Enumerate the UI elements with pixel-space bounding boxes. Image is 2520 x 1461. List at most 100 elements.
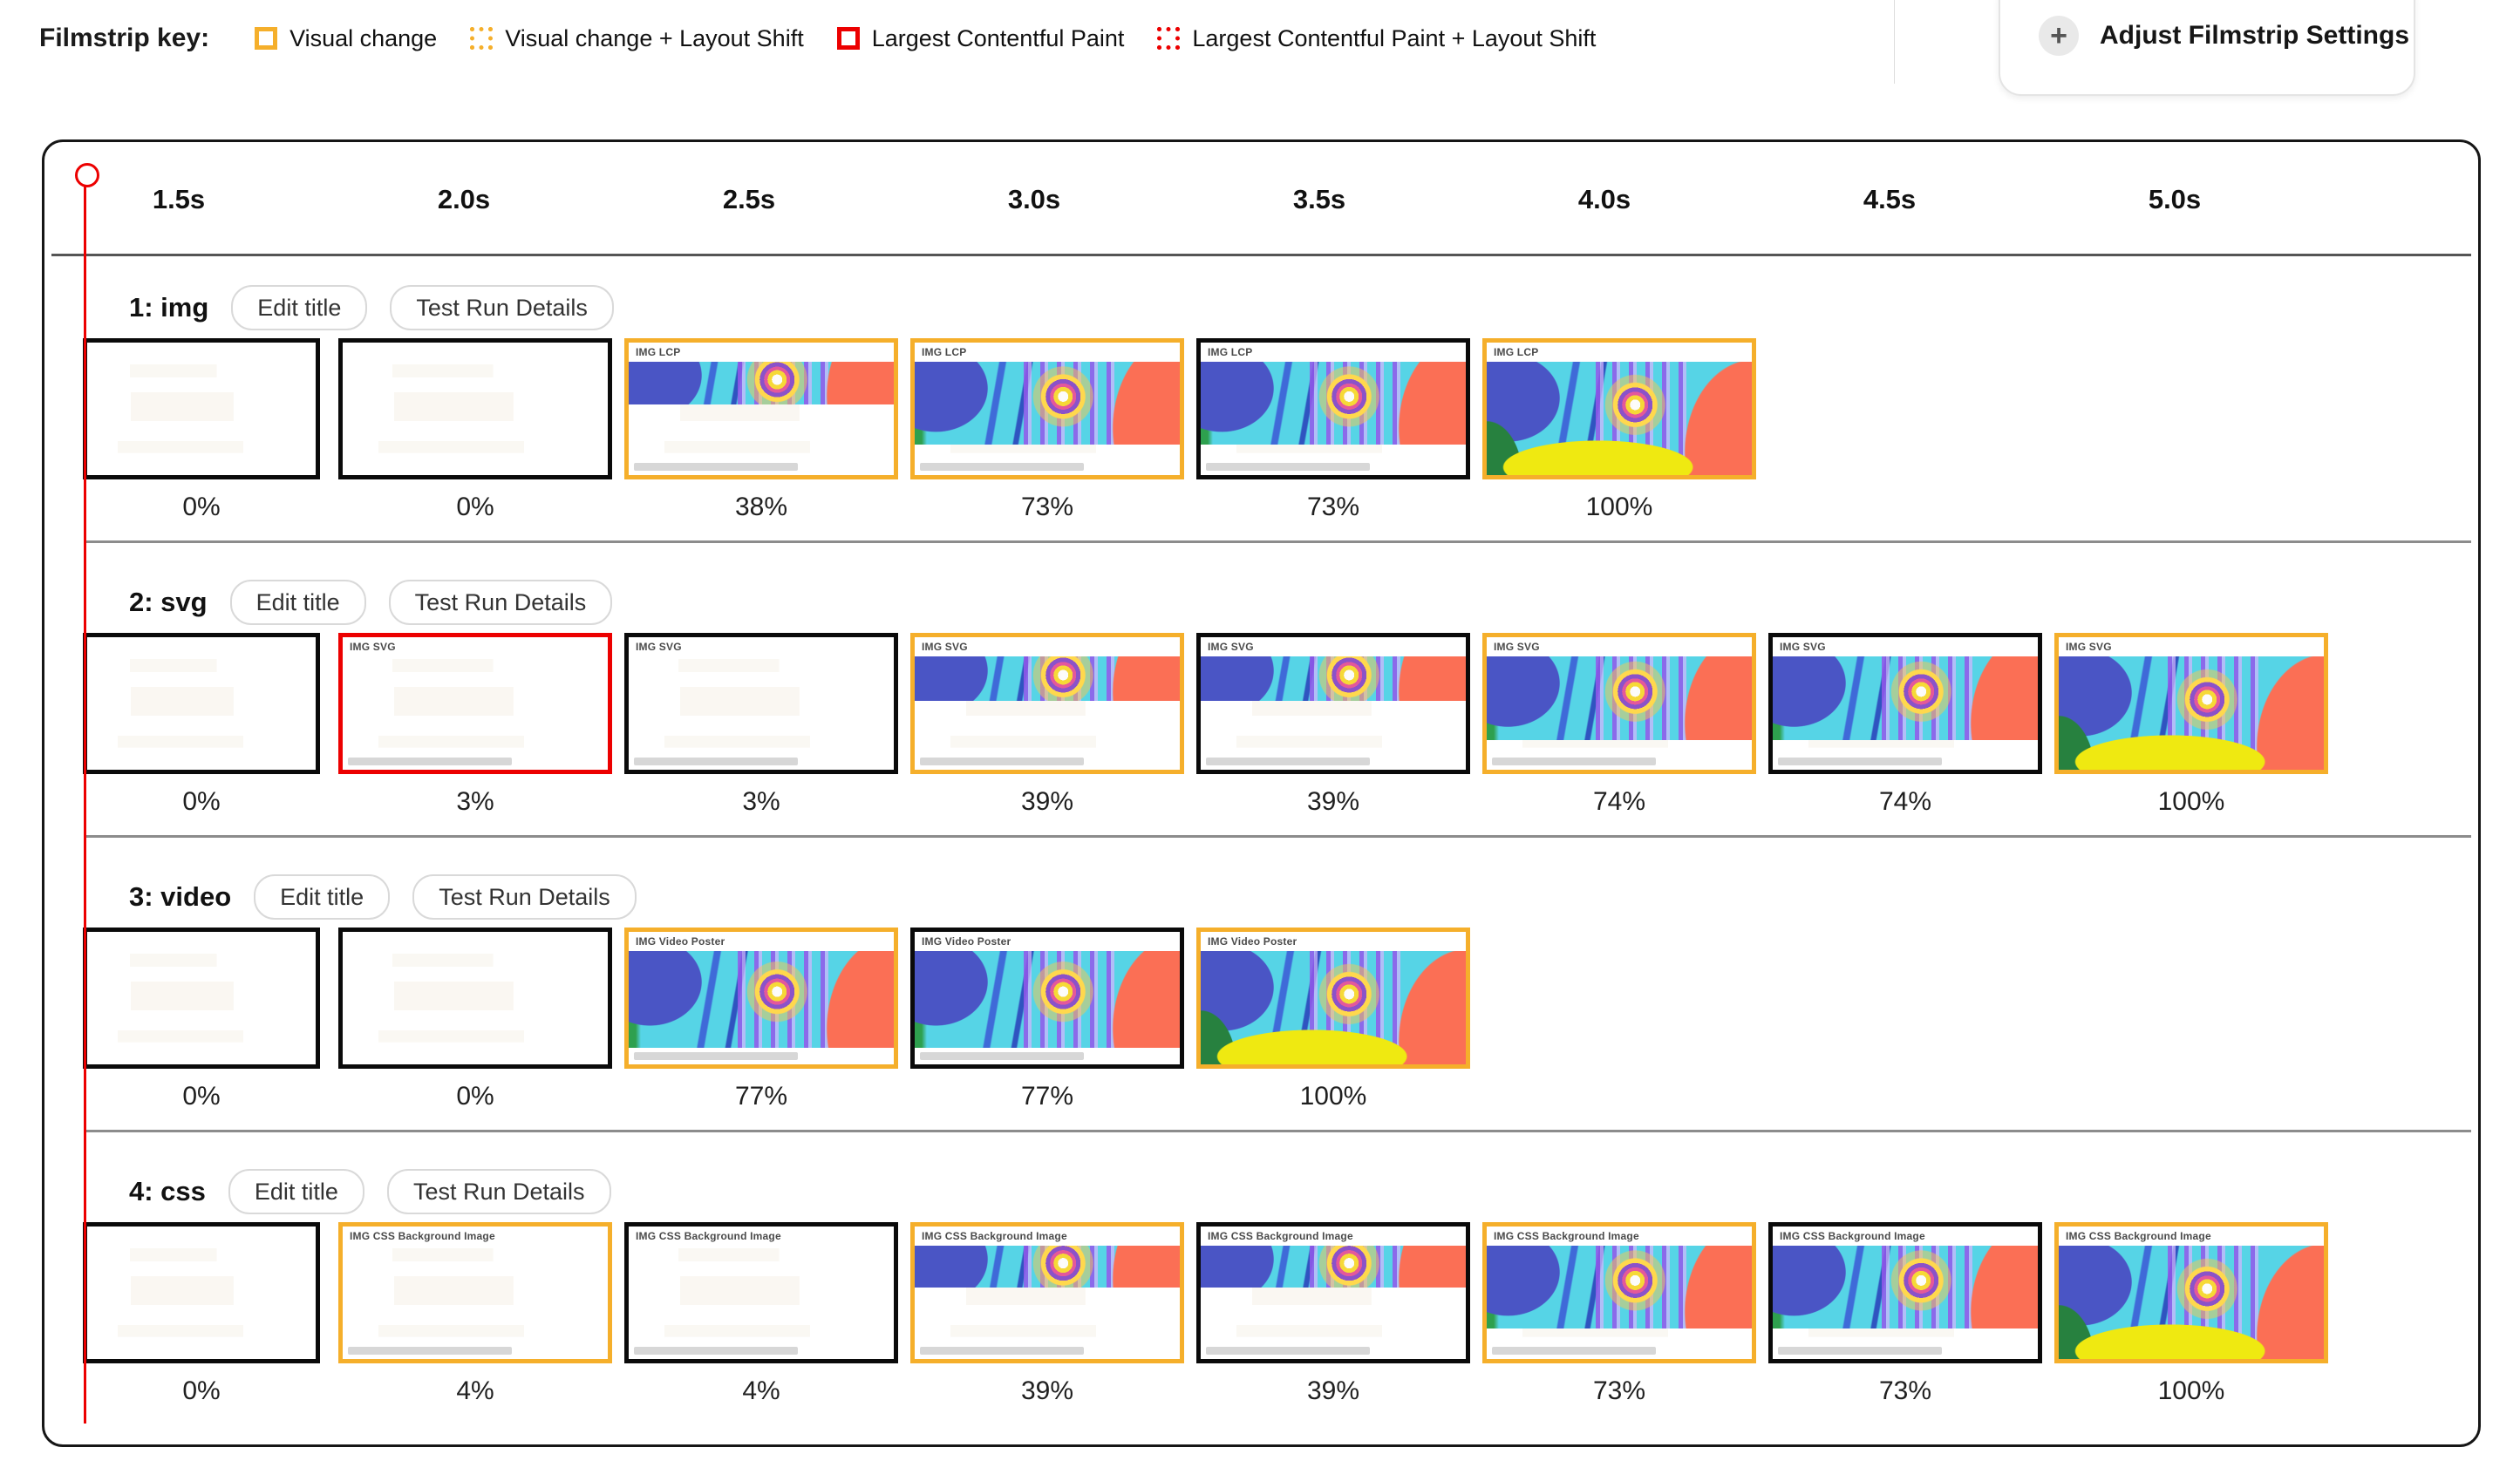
- thumbnail-caption: IMG Video Poster: [1208, 935, 1297, 948]
- thumbnail-caption: IMG LCP: [922, 346, 967, 358]
- visual-progress-label: 77%: [734, 1082, 788, 1111]
- row-title: 2: svg: [129, 587, 208, 618]
- filmstrip-frame[interactable]: [338, 928, 612, 1069]
- filmstrip-frame[interactable]: IMG SVG: [1196, 633, 1470, 774]
- row-divider: [84, 540, 2471, 543]
- visual-progress-label: 74%: [1592, 787, 1646, 816]
- thumbnail-caption: IMG CSS Background Image: [350, 1230, 495, 1242]
- visual-change-swatch: [255, 27, 278, 50]
- thumbnail-caption: IMG CSS Background Image: [636, 1230, 781, 1242]
- filmstrip-frame[interactable]: [83, 633, 320, 774]
- row-divider: [84, 835, 2471, 838]
- test-run-details-button[interactable]: Test Run Details: [386, 1169, 611, 1215]
- filmstrip-frame[interactable]: IMG CSS Background Image: [2054, 1222, 2328, 1363]
- filmstrip-frame[interactable]: IMG CSS Background Image: [624, 1222, 898, 1363]
- filmstrip-frame[interactable]: IMG LCP: [1196, 338, 1470, 479]
- thumbnail-loading-bar: [348, 1347, 513, 1355]
- thumbnail-art: [1201, 1246, 1466, 1288]
- filmstrip-frame[interactable]: IMG LCP: [624, 338, 898, 479]
- thumbnail-art: [1773, 656, 2038, 740]
- thumbnail-caption: IMG LCP: [1208, 346, 1253, 358]
- timeline-tick: 1.5s: [152, 184, 206, 214]
- thumbnail-art: [629, 362, 894, 404]
- edit-title-button[interactable]: Edit title: [254, 874, 391, 921]
- topbar-divider: [1894, 0, 1895, 84]
- filmstrip-frame[interactable]: IMG SVG: [624, 633, 898, 774]
- thumbnail-art: [1487, 362, 1752, 475]
- thumbnail-art: [2059, 1246, 2324, 1359]
- thumbnail-placeholder: [87, 637, 316, 770]
- edit-title-button[interactable]: Edit title: [228, 1169, 364, 1215]
- test-run-details-button[interactable]: Test Run Details: [390, 285, 614, 331]
- filmstrip-frame[interactable]: IMG CSS Background Image: [338, 1222, 612, 1363]
- thumbnail-caption: IMG LCP: [636, 346, 681, 358]
- edit-title-button[interactable]: Edit title: [231, 285, 368, 331]
- filmstrip-frame[interactable]: IMG SVG: [910, 633, 1184, 774]
- thumbnail-art: [1201, 656, 1466, 701]
- filmstrip-frame[interactable]: IMG CSS Background Image: [1196, 1222, 1470, 1363]
- thumbnail-caption: IMG CSS Background Image: [1494, 1230, 1639, 1242]
- thumbnail-caption: IMG SVG: [922, 641, 968, 653]
- visual-progress-label: 39%: [1020, 1376, 1074, 1405]
- thumbnail-placeholder: [629, 1227, 894, 1359]
- filmstrip-frame[interactable]: [83, 338, 320, 479]
- thumbnail-loading-bar: [920, 758, 1085, 765]
- row-title: 1: img: [129, 292, 209, 323]
- thumbnail-loading-bar: [634, 758, 799, 765]
- largest-contentful-paint-layout-shift-swatch: [1157, 27, 1181, 50]
- visual-progress-label: 4%: [742, 1376, 780, 1405]
- test-run-details-button[interactable]: Test Run Details: [412, 874, 637, 921]
- thumbnail-art: [1773, 1246, 2038, 1328]
- filmstrip-frame[interactable]: IMG SVG: [338, 633, 612, 774]
- adjust-filmstrip-settings-button[interactable]: + Adjust Filmstrip Settings: [1999, 0, 2415, 96]
- filmstrip-frame[interactable]: IMG CSS Background Image: [910, 1222, 1184, 1363]
- visual-progress-label: 0%: [182, 1376, 221, 1405]
- filmstrip-frame[interactable]: IMG LCP: [910, 338, 1184, 479]
- test-run-details-button[interactable]: Test Run Details: [388, 580, 613, 626]
- filmstrip-frame[interactable]: IMG SVG: [1482, 633, 1756, 774]
- thumbnail-caption: IMG SVG: [1494, 641, 1540, 653]
- row-divider: [84, 1130, 2471, 1132]
- timeline-divider: [51, 254, 2471, 256]
- thumbnail-caption: IMG Video Poster: [922, 935, 1011, 948]
- visual-progress-label: 100%: [2157, 787, 2225, 816]
- filmstrip-row-video: 3: video Edit title Test Run Details 0% 0% 77…: [44, 869, 2478, 1164]
- filmstrip-key-legend: Filmstrip key: Visual change Visual chang…: [39, 16, 1629, 61]
- timeline-tick: 5.0s: [2148, 184, 2202, 214]
- row-header: 4: css Edit title Test Run Details: [129, 1169, 611, 1215]
- visual-progress-label: 73%: [1306, 493, 1360, 521]
- visual-progress-label: 0%: [456, 1082, 494, 1111]
- legend-item-label: Largest Contentful Paint: [871, 24, 1125, 51]
- visual-progress-label: 73%: [1020, 493, 1074, 521]
- thumbnail-placeholder: [87, 932, 316, 1064]
- filmstrip-frame[interactable]: IMG CSS Background Image: [1482, 1222, 1756, 1363]
- legend-item-label: Visual change + Layout Shift: [505, 24, 804, 51]
- playhead-handle[interactable]: [75, 163, 99, 187]
- legend-item: Largest Contentful Paint: [836, 24, 1125, 52]
- thumbnail-placeholder: [629, 637, 894, 770]
- thumbnail-caption: IMG SVG: [636, 641, 682, 653]
- largest-contentful-paint-swatch: [836, 27, 860, 50]
- visual-progress-label: 100%: [2157, 1376, 2225, 1405]
- filmstrip-frame[interactable]: IMG SVG: [2054, 633, 2328, 774]
- frames-strip: IMG SVG IMG SVG IMG SVG IMG SVG IMG SVG IMG S…: [44, 633, 2478, 774]
- filmstrip-frame[interactable]: IMG CSS Background Image: [1768, 1222, 2042, 1363]
- thumbnail-caption: IMG CSS Background Image: [2066, 1230, 2211, 1242]
- visual-progress-label: 3%: [742, 787, 780, 816]
- visual-progress-label: 73%: [1878, 1376, 1932, 1405]
- filmstrip-frame[interactable]: IMG LCP: [1482, 338, 1756, 479]
- filmstrip-frame[interactable]: IMG SVG: [1768, 633, 2042, 774]
- thumbnail-loading-bar: [1492, 1347, 1657, 1355]
- filmstrip-frame[interactable]: IMG Video Poster: [1196, 928, 1470, 1069]
- filmstrip-frame[interactable]: [83, 928, 320, 1069]
- filmstrip-frame[interactable]: [338, 338, 612, 479]
- filmstrip-frame[interactable]: [83, 1222, 320, 1363]
- filmstrip-panel: 1.5s 2.0s 2.5s 3.0s 3.5s 4.0s 4.5s 5.0s 1: img E…: [42, 139, 2481, 1447]
- thumbnail-loading-bar: [1492, 758, 1657, 765]
- visual-progress-label: 73%: [1592, 1376, 1646, 1405]
- edit-title-button[interactable]: Edit title: [229, 580, 366, 626]
- filmstrip-frame[interactable]: IMG Video Poster: [910, 928, 1184, 1069]
- top-bar: Filmstrip key: Visual change Visual chang…: [0, 0, 2520, 96]
- filmstrip-frame[interactable]: IMG Video Poster: [624, 928, 898, 1069]
- visual-change-layout-shift-swatch: [470, 27, 494, 50]
